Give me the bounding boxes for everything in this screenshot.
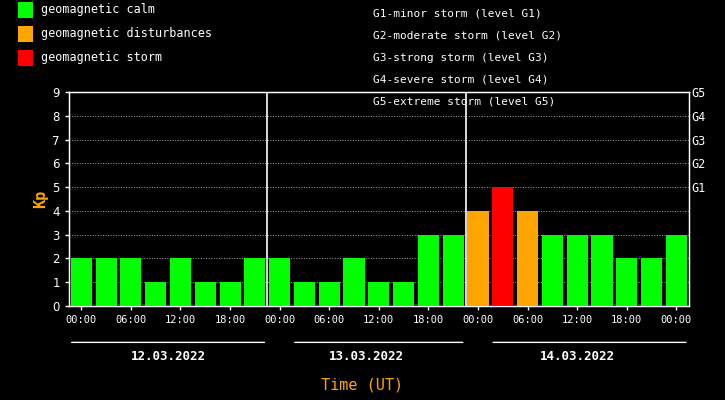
Bar (96, 258, 117, 306)
Bar (666, 235, 687, 306)
Text: 13.03.2022: 13.03.2022 (329, 350, 404, 363)
Text: G4-severe storm (level G4): G4-severe storm (level G4) (373, 75, 549, 85)
Text: 14.03.2022: 14.03.2022 (539, 350, 615, 363)
Y-axis label: Kp: Kp (33, 190, 48, 208)
Bar (418, 235, 439, 306)
Text: G1-minor storm (level G1): G1-minor storm (level G1) (373, 9, 542, 19)
Bar (120, 258, 141, 306)
Bar (344, 258, 365, 306)
Bar (195, 282, 216, 306)
Bar (492, 187, 513, 306)
Text: Time (UT): Time (UT) (321, 378, 404, 393)
Bar (71, 258, 92, 306)
Text: geomagnetic calm: geomagnetic calm (41, 4, 155, 16)
Bar (220, 282, 241, 306)
Bar (319, 282, 340, 306)
Text: geomagnetic disturbances: geomagnetic disturbances (41, 28, 212, 40)
Bar (567, 235, 588, 306)
Bar (468, 211, 489, 306)
Text: geomagnetic storm: geomagnetic storm (41, 52, 162, 64)
Bar (145, 282, 166, 306)
Bar (616, 258, 637, 306)
Bar (443, 235, 464, 306)
Bar (542, 235, 563, 306)
Bar (244, 258, 265, 306)
Text: G2-moderate storm (level G2): G2-moderate storm (level G2) (373, 31, 563, 41)
Bar (592, 235, 613, 306)
Bar (294, 282, 315, 306)
Bar (368, 282, 389, 306)
Bar (517, 211, 538, 306)
Bar (269, 258, 290, 306)
Text: 12.03.2022: 12.03.2022 (130, 350, 206, 363)
Bar (641, 258, 662, 306)
Text: G3-strong storm (level G3): G3-strong storm (level G3) (373, 53, 549, 63)
Text: G5-extreme storm (level G5): G5-extreme storm (level G5) (373, 97, 555, 107)
Bar (170, 258, 191, 306)
Bar (393, 282, 414, 306)
